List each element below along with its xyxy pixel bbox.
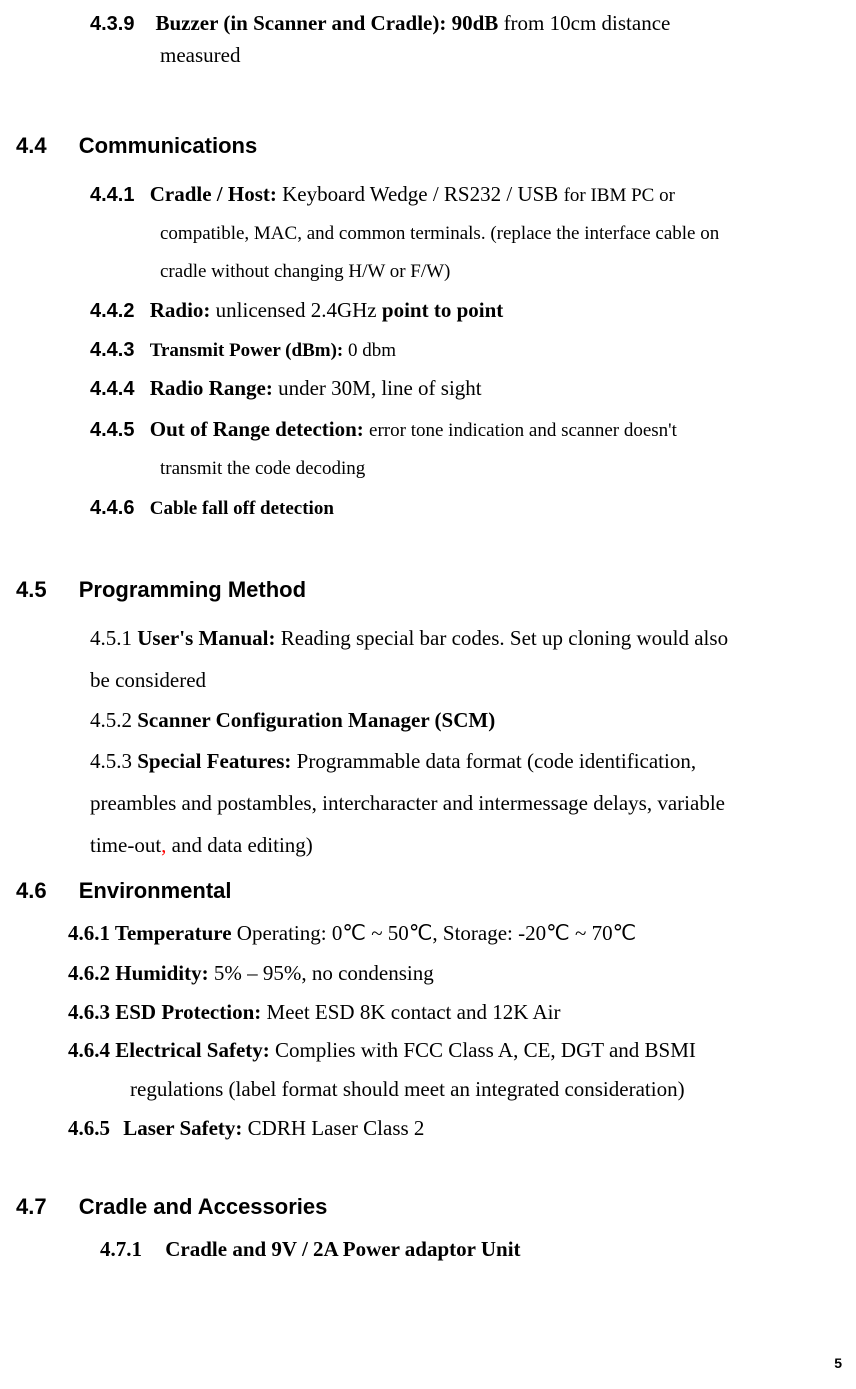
item-4-6-4: 4.6.4 Electrical Safety: Complies with F…: [68, 1031, 846, 1109]
item-continuation: compatible, MAC, and common terminals. (…: [160, 215, 846, 253]
item-label: User's Manual:: [137, 626, 281, 650]
text: , Storage: -20: [432, 921, 546, 945]
page-number: 5: [834, 1355, 842, 1371]
section-number: 4.4: [16, 133, 47, 158]
item-number: 4.5.2: [90, 708, 137, 732]
section-4-7-heading: 4.7 Cradle and Accessories: [16, 1194, 846, 1220]
item-number: 4.6.1: [68, 921, 115, 945]
item-4-4-4: 4.4.4 Radio Range: under 30M, line of si…: [90, 369, 846, 408]
item-4-6-2: 4.6.2 Humidity: 5% – 95%, no condensing: [68, 954, 846, 993]
text: Operating: 0: [237, 921, 343, 945]
item-4-4-1: 4.4.1 Cradle / Host: Keyboard Wedge / RS…: [90, 173, 846, 291]
item-4-6-1: 4.6.1 Temperature Operating: 0℃ ~ 50℃, S…: [68, 914, 846, 954]
degree-c: ℃: [613, 922, 637, 945]
item-continuation: cradle without changing H/W or F/W): [160, 253, 846, 291]
item-continuation: preambles and postambles, intercharacter…: [90, 782, 846, 824]
item-number: 4.5.1: [90, 626, 137, 650]
item-number: 4.5.3: [90, 749, 137, 773]
section-title: Environmental: [79, 878, 232, 903]
item-number: 4.4.1: [90, 184, 134, 206]
item-title: Buzzer (in Scanner and Cradle): 90dB: [155, 11, 503, 35]
degree-c: ℃: [342, 922, 366, 945]
item-number: 4.4.2: [90, 300, 134, 322]
item-body: 0 dbm: [348, 340, 396, 361]
text: time-out: [90, 833, 161, 857]
item-body-small: error tone indication and scanner doesn'…: [369, 420, 677, 441]
item-label: Special Features:: [137, 749, 296, 773]
item-label: Cradle and 9V / 2A Power adaptor Unit: [165, 1237, 520, 1261]
section-4-5-heading: 4.5 Programming Method: [16, 577, 846, 603]
item-body-small: for IBM PC or: [564, 185, 675, 206]
item-label: ESD Protection:: [115, 1000, 266, 1024]
item-body: under 30M, line of sight: [278, 376, 482, 400]
item-body: Complies with FCC Class A, CE, DGT and B…: [275, 1038, 696, 1062]
item-body: CDRH Laser Class 2: [248, 1116, 425, 1140]
item-label: Radio Range:: [150, 376, 278, 400]
item-continuation: measured: [160, 40, 846, 72]
item-continuation: time-out, and data editing): [90, 824, 846, 866]
item-4-4-3: 4.4.3 Transmit Power (dBm): 0 dbm: [90, 330, 846, 369]
item-bold: point to point: [382, 298, 503, 322]
item-4-6-3: 4.6.3 ESD Protection: Meet ESD 8K contac…: [68, 993, 846, 1032]
item-body: Meet ESD 8K contact and 12K Air: [267, 1000, 561, 1024]
text: ~ 70: [570, 921, 613, 945]
item-continuation: regulations (label format should meet an…: [130, 1070, 846, 1109]
item-4-6-5: 4.6.5 Laser Safety: CDRH Laser Class 2: [68, 1109, 846, 1148]
section-number: 4.7: [16, 1194, 47, 1219]
item-number: 4.3.9: [90, 13, 134, 35]
section-number: 4.5: [16, 577, 47, 602]
item-4-7-1: 4.7.1 Cradle and 9V / 2A Power adaptor U…: [100, 1230, 846, 1269]
item-number: 4.4.6: [90, 497, 134, 519]
item-number: 4.6.5: [68, 1116, 115, 1140]
item-body: Reading special bar codes. Set up clonin…: [281, 626, 728, 650]
item-number: 4.6.4: [68, 1038, 115, 1062]
item-4-5-2: 4.5.2 Scanner Configuration Manager (SCM…: [90, 701, 846, 740]
item-number: 4.4.4: [90, 378, 134, 400]
degree-c: ℃: [409, 922, 433, 945]
document-page: 4.3.9 Buzzer (in Scanner and Cradle): 90…: [10, 8, 846, 1269]
item-body: 5% – 95%, no condensing: [214, 961, 434, 985]
item-4-3-9: 4.3.9 Buzzer (in Scanner and Cradle): 90…: [90, 8, 846, 71]
text: and data editing): [166, 833, 312, 857]
section-4-6-heading: 4.6 Environmental: [16, 878, 846, 904]
section-number: 4.6: [16, 878, 47, 903]
item-label: Cradle / Host:: [150, 182, 282, 206]
item-label: Electrical Safety:: [115, 1038, 275, 1062]
item-label: Humidity:: [115, 961, 214, 985]
item-number: 4.6.2: [68, 961, 115, 985]
item-body: Programmable data format (code identific…: [297, 749, 696, 773]
text: ~ 50: [366, 921, 409, 945]
item-body: from 10cm distance: [504, 11, 671, 35]
item-4-4-5: 4.4.5 Out of Range detection: error tone…: [90, 408, 846, 488]
section-4-4-heading: 4.4 Communications: [16, 133, 846, 159]
item-4-4-6: 4.4.6 Cable fall off detection: [90, 488, 846, 527]
item-body: Keyboard Wedge / RS232 / USB: [282, 182, 563, 206]
item-label: Cable fall off detection: [150, 498, 334, 519]
item-number: 4.7.1: [100, 1237, 142, 1261]
item-label: Temperature: [115, 921, 237, 945]
section-title: Communications: [79, 133, 257, 158]
item-label: Laser Safety:: [123, 1116, 247, 1140]
section-title: Cradle and Accessories: [79, 1194, 328, 1219]
degree-c: ℃: [546, 922, 570, 945]
item-label: Transmit Power (dBm):: [150, 340, 348, 361]
item-number: 4.6.3: [68, 1000, 115, 1024]
item-number: 4.4.5: [90, 419, 134, 441]
item-body: unlicensed 2.4GHz: [216, 298, 382, 322]
item-4-4-2: 4.4.2 Radio: unlicensed 2.4GHz point to …: [90, 291, 846, 330]
item-continuation: be considered: [90, 659, 846, 701]
section-title: Programming Method: [79, 577, 306, 602]
item-label: Scanner Configuration Manager (SCM): [137, 708, 495, 732]
item-label: Out of Range detection:: [150, 417, 369, 441]
item-4-5-3: 4.5.3 Special Features: Programmable dat…: [90, 740, 846, 866]
item-4-5-1: 4.5.1 User's Manual: Reading special bar…: [90, 617, 846, 701]
item-number: 4.4.3: [90, 339, 134, 361]
item-continuation: transmit the code decoding: [160, 450, 846, 488]
item-label: Radio:: [150, 298, 216, 322]
